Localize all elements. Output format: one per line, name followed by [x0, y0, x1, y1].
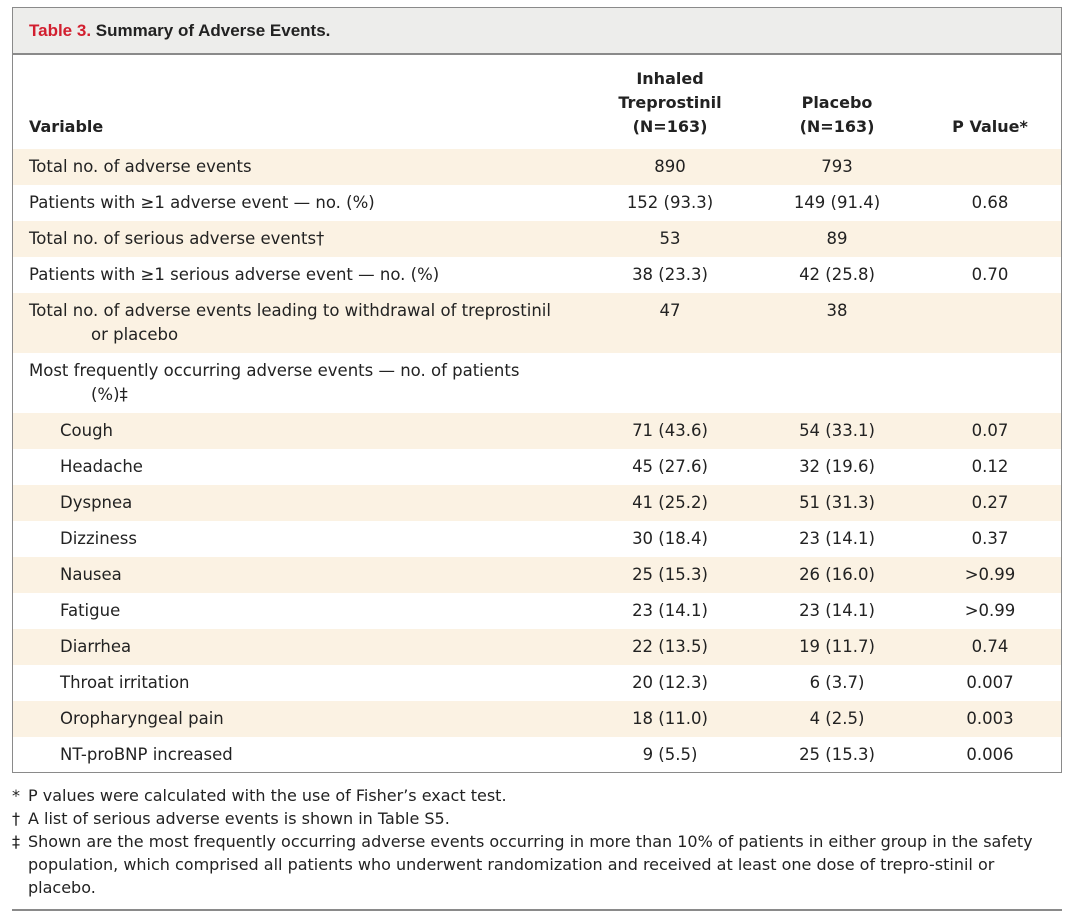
table-row: Total no. of adverse events 890 793 — [13, 149, 1061, 185]
cell-placebo: 25 (15.3) — [799, 745, 875, 764]
cell-variable: Nausea — [60, 565, 122, 584]
cell-variable: Total no. of serious adverse events† — [29, 229, 325, 248]
cell-inhaled: 890 — [654, 157, 686, 176]
cell-placebo: 54 (33.1) — [799, 421, 875, 440]
cell-variable: Dizziness — [60, 529, 137, 548]
cell-p-value: >0.99 — [964, 601, 1016, 620]
cell-placebo: 51 (31.3) — [799, 493, 875, 512]
table-number: Table 3. — [29, 21, 92, 40]
cell-inhaled: 45 (27.6) — [632, 457, 708, 476]
cell-p-value: >0.99 — [964, 565, 1016, 584]
cell-p-value: 0.37 — [971, 529, 1009, 548]
table-row: Patients with ≥1 adverse event — no. (%)… — [13, 185, 1061, 221]
bottom-rule — [12, 909, 1062, 911]
cell-variable: Patients with ≥1 adverse event — no. (%) — [29, 193, 375, 212]
cell-p-value: 0.27 — [971, 493, 1009, 512]
cell-inhaled: 9 (5.5) — [642, 745, 698, 764]
cell-inhaled: 30 (18.4) — [632, 529, 708, 548]
table-header-row: Variable Inhaled Treprostinil (N=163) Pl… — [13, 55, 1061, 149]
cell-variable: Patients with ≥1 serious adverse event —… — [29, 265, 440, 284]
cell-p-value: 0.007 — [966, 673, 1014, 692]
table-body: Total no. of adverse events 890 793 Patient… — [13, 149, 1061, 772]
header-p-value: P Value* — [952, 117, 1028, 136]
cell-variable: Headache — [60, 457, 143, 476]
cell-placebo: 42 (25.8) — [799, 265, 875, 284]
cell-p-value: 0.12 — [971, 457, 1009, 476]
cell-inhaled: 20 (12.3) — [632, 673, 708, 692]
cell-inhaled: 23 (14.1) — [632, 601, 708, 620]
cell-inhaled: 53 — [659, 229, 681, 248]
table-row: Headache 45 (27.6) 32 (19.6) 0.12 — [13, 449, 1061, 485]
cell-inhaled: 22 (13.5) — [632, 637, 708, 656]
table-title: Table 3. Summary of Adverse Events. — [13, 8, 1061, 55]
footnotes: * P values were calculated with the use o… — [12, 784, 1062, 899]
table-caption: Summary of Adverse Events. — [91, 21, 331, 40]
cell-placebo: 89 — [826, 229, 848, 248]
table-row: Dizziness 30 (18.4) 23 (14.1) 0.37 — [13, 521, 1061, 557]
cell-p-value: 0.74 — [971, 637, 1009, 656]
cell-variable: Oropharyngeal pain — [60, 709, 224, 728]
cell-placebo: 4 (2.5) — [809, 709, 865, 728]
table-row: Diarrhea 22 (13.5) 19 (11.7) 0.74 — [13, 629, 1061, 665]
cell-p-value: 0.003 — [966, 709, 1014, 728]
table-row: Oropharyngeal pain 18 (11.0) 4 (2.5) 0.003 — [13, 701, 1061, 737]
table-row: NT-proBNP increased 9 (5.5) 25 (15.3) 0.006 — [13, 737, 1061, 772]
footnote-mark: * — [12, 786, 20, 805]
table-row: Cough 71 (43.6) 54 (33.1) 0.07 — [13, 413, 1061, 449]
cell-variable: Dyspnea — [60, 493, 133, 512]
table-row: Total no. of serious adverse events† 53 89 — [13, 221, 1061, 257]
cell-inhaled: 47 — [659, 301, 681, 320]
table-row: Nausea 25 (15.3) 26 (16.0) >0.99 — [13, 557, 1061, 593]
cell-p-value: 0.68 — [971, 193, 1009, 212]
cell-placebo: 6 (3.7) — [809, 673, 865, 692]
adverse-events-table: Table 3. Summary of Adverse Events. Vari… — [12, 7, 1062, 773]
cell-inhaled: 152 (93.3) — [626, 193, 714, 212]
cell-placebo: 38 — [826, 301, 848, 320]
cell-inhaled: 41 (25.2) — [632, 493, 708, 512]
table-row: Total no. of adverse events leading to w… — [13, 293, 1061, 353]
table-row: Most frequently occurring adverse events… — [13, 353, 1061, 413]
cell-placebo: 23 (14.1) — [799, 529, 875, 548]
header-placebo: Placebo (N=163) — [799, 93, 875, 136]
cell-placebo: 23 (14.1) — [799, 601, 875, 620]
table-row: Dyspnea 41 (25.2) 51 (31.3) 0.27 — [13, 485, 1061, 521]
cell-variable: NT-proBNP increased — [60, 745, 233, 764]
cell-p-value: 0.70 — [971, 265, 1009, 284]
cell-placebo: 32 (19.6) — [799, 457, 875, 476]
cell-variable: Fatigue — [60, 601, 121, 620]
cell-inhaled: 38 (23.3) — [632, 265, 708, 284]
cell-variable: Diarrhea — [60, 637, 132, 656]
table-row: Patients with ≥1 serious adverse event —… — [13, 257, 1061, 293]
cell-inhaled: 25 (15.3) — [632, 565, 708, 584]
header-variable: Variable — [29, 117, 104, 136]
footnote-mark: † — [12, 809, 20, 828]
cell-variable: Total no. of adverse events — [29, 157, 252, 176]
cell-placebo: 19 (11.7) — [799, 637, 875, 656]
cell-inhaled: 18 (11.0) — [632, 709, 708, 728]
cell-p-value: 0.07 — [971, 421, 1009, 440]
cell-placebo: 26 (16.0) — [799, 565, 875, 584]
cell-variable: Total no. of adverse events leading to w… — [29, 301, 551, 344]
footnote-mark: ‡ — [12, 832, 20, 851]
cell-placebo: 149 (91.4) — [793, 193, 881, 212]
footnote-serious-events: † A list of serious adverse events is sho… — [12, 809, 450, 828]
header-inhaled-treprostinil: Inhaled Treprostinil (N=163) — [618, 69, 722, 136]
cell-inhaled: 71 (43.6) — [632, 421, 708, 440]
cell-variable: Most frequently occurring adverse events… — [29, 361, 520, 404]
cell-placebo: 793 — [821, 157, 853, 176]
table-row: Fatigue 23 (14.1) 23 (14.1) >0.99 — [13, 593, 1061, 629]
footnote-fisher-test: * P values were calculated with the use o… — [12, 786, 507, 805]
cell-p-value: 0.006 — [966, 745, 1014, 764]
cell-variable: Throat irritation — [60, 673, 190, 692]
table-row: Throat irritation 20 (12.3) 6 (3.7) 0.007 — [13, 665, 1061, 701]
footnote-frequent-events: ‡ Shown are the most frequently occurring… — [12, 832, 1033, 897]
cell-variable: Cough — [60, 421, 114, 440]
